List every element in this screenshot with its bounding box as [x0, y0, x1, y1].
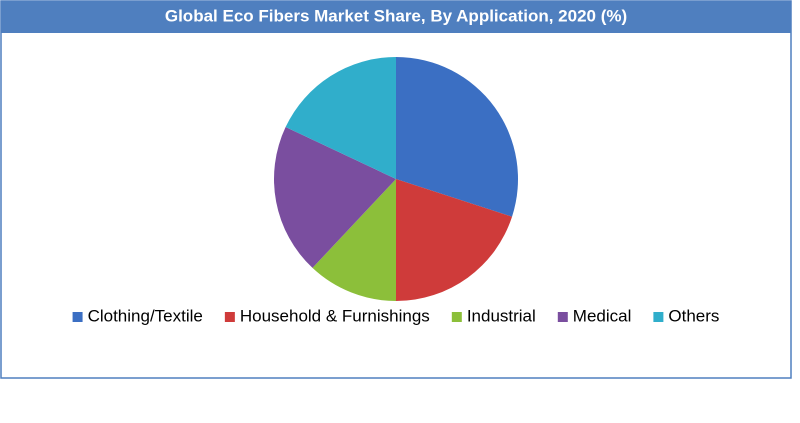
chart-title: Global Eco Fibers Market Share, By Appli… — [165, 6, 627, 25]
legend-label: Household & Furnishings — [240, 306, 430, 325]
legend-label: Medical — [573, 306, 632, 325]
legend-swatch — [653, 312, 664, 322]
legend-swatch — [224, 312, 235, 322]
pie-slice — [273, 127, 396, 268]
legend-swatch — [557, 312, 568, 322]
pie-slice — [396, 179, 513, 301]
legend-label: Others — [668, 306, 719, 325]
legend-label: Clothing/Textile — [88, 306, 203, 325]
pie-slice — [285, 57, 396, 179]
pie-slice — [396, 57, 518, 217]
legend-swatch — [72, 312, 83, 322]
title-bar — [1, 1, 791, 33]
legend-label: Industrial — [467, 306, 536, 325]
legend-swatch — [451, 312, 462, 322]
pie-slice — [312, 179, 396, 301]
